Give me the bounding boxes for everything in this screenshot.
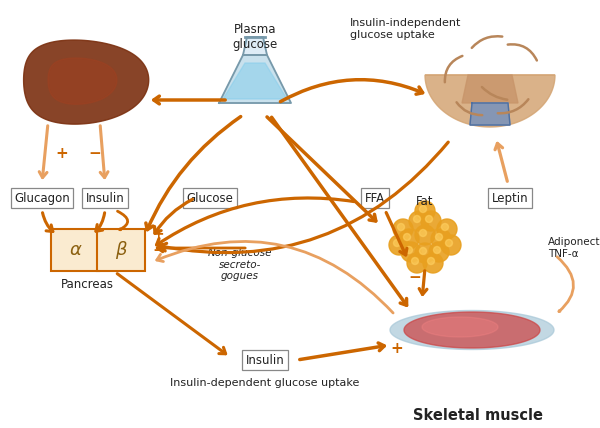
- Circle shape: [415, 201, 435, 221]
- Circle shape: [394, 240, 401, 247]
- Circle shape: [445, 240, 452, 247]
- Circle shape: [401, 242, 421, 262]
- Circle shape: [398, 223, 404, 231]
- Circle shape: [436, 234, 443, 241]
- Text: Glucagon: Glucagon: [14, 191, 70, 205]
- Text: Skeletal muscle: Skeletal muscle: [413, 408, 543, 423]
- Polygon shape: [462, 75, 518, 103]
- Text: Non-glucose
secreto-
gogues: Non-glucose secreto- gogues: [208, 248, 272, 281]
- Circle shape: [425, 216, 433, 223]
- Text: Insulin: Insulin: [245, 354, 284, 366]
- Circle shape: [415, 225, 435, 245]
- Text: FFA: FFA: [365, 191, 385, 205]
- Circle shape: [412, 258, 419, 265]
- Circle shape: [442, 223, 449, 231]
- Circle shape: [423, 253, 443, 273]
- Polygon shape: [390, 310, 554, 350]
- Polygon shape: [48, 58, 117, 104]
- Circle shape: [404, 234, 410, 241]
- Circle shape: [427, 258, 434, 265]
- Circle shape: [431, 229, 451, 249]
- Polygon shape: [223, 63, 287, 99]
- Text: Insulin-independent
glucose uptake: Insulin-independent glucose uptake: [350, 18, 461, 40]
- Polygon shape: [23, 40, 149, 124]
- Text: Plasma
glucose: Plasma glucose: [232, 23, 278, 51]
- Text: Pancreas: Pancreas: [61, 278, 113, 291]
- Text: −: −: [408, 270, 421, 285]
- Circle shape: [389, 235, 409, 255]
- Text: Insulin-dependent glucose uptake: Insulin-dependent glucose uptake: [170, 378, 359, 388]
- Text: β: β: [115, 241, 127, 259]
- Text: Glucose: Glucose: [187, 191, 233, 205]
- Text: α: α: [69, 241, 81, 259]
- Circle shape: [437, 219, 457, 239]
- Circle shape: [419, 229, 427, 237]
- Circle shape: [409, 211, 429, 231]
- Circle shape: [421, 211, 441, 231]
- Circle shape: [393, 219, 413, 239]
- Circle shape: [399, 229, 419, 249]
- Text: Adiponectin
TNF-α: Adiponectin TNF-α: [548, 237, 600, 259]
- Circle shape: [415, 243, 435, 263]
- Circle shape: [413, 216, 421, 223]
- Circle shape: [429, 242, 449, 262]
- Circle shape: [407, 253, 427, 273]
- Text: +: +: [55, 146, 68, 161]
- Text: Insulin: Insulin: [86, 191, 124, 205]
- Polygon shape: [425, 75, 555, 127]
- FancyBboxPatch shape: [97, 229, 145, 271]
- Text: +: +: [390, 341, 403, 356]
- Circle shape: [433, 247, 440, 253]
- FancyBboxPatch shape: [51, 229, 99, 271]
- Circle shape: [419, 205, 427, 212]
- Text: −: −: [88, 146, 101, 161]
- Circle shape: [419, 247, 427, 255]
- Polygon shape: [243, 37, 267, 55]
- Text: +: +: [152, 227, 164, 241]
- Polygon shape: [219, 55, 291, 103]
- Circle shape: [406, 247, 413, 253]
- Circle shape: [441, 235, 461, 255]
- Text: Fat: Fat: [416, 195, 434, 208]
- Text: Leptin: Leptin: [491, 191, 529, 205]
- Polygon shape: [404, 312, 540, 348]
- Polygon shape: [422, 317, 498, 337]
- Text: −: −: [152, 243, 165, 258]
- Polygon shape: [470, 103, 510, 125]
